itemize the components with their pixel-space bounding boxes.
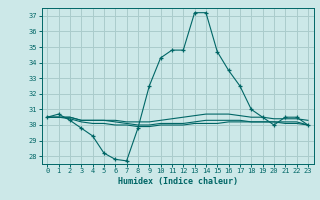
X-axis label: Humidex (Indice chaleur): Humidex (Indice chaleur) bbox=[118, 177, 237, 186]
